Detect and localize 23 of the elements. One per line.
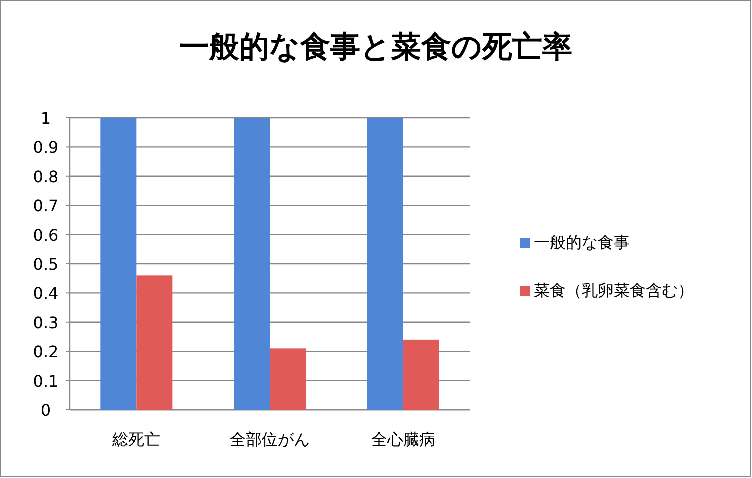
y-tick-label: 0.5 bbox=[33, 255, 59, 274]
bar bbox=[270, 348, 306, 410]
bar bbox=[136, 276, 173, 410]
x-tick-label: 全心臓病 bbox=[371, 430, 436, 449]
y-tick-label: 0.1 bbox=[33, 372, 59, 391]
bar bbox=[367, 118, 404, 410]
y-tick-label: 0 bbox=[40, 401, 52, 420]
x-tick-label: 全部位がん bbox=[230, 430, 310, 449]
x-tick-label: 総死亡 bbox=[112, 430, 161, 449]
y-tick-label: 0.7 bbox=[33, 196, 59, 216]
bar bbox=[100, 118, 137, 410]
bar bbox=[234, 118, 270, 410]
y-tick-label: 0.2 bbox=[33, 342, 59, 362]
legend-label: 菜食（乳卵菜食含む） bbox=[534, 281, 694, 300]
y-tick-label: 0.8 bbox=[33, 167, 59, 186]
y-tick-label: 0.6 bbox=[33, 226, 59, 245]
bar bbox=[403, 340, 440, 410]
y-tick-label: 0.3 bbox=[33, 313, 59, 332]
y-tick-label: 0.9 bbox=[33, 138, 59, 158]
chart-title: 一般的な食事と菜食の死亡率 bbox=[180, 30, 572, 65]
y-tick-label: 1 bbox=[40, 109, 52, 128]
y-tick-label: 0.4 bbox=[33, 284, 59, 304]
legend-label: 一般的な食事 bbox=[534, 233, 630, 252]
